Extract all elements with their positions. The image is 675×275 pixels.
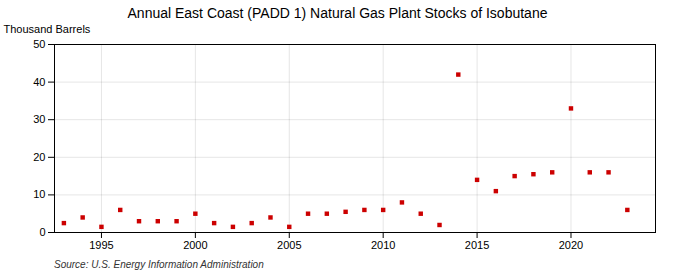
html-text:Annual East Coast (PADD 1) Nat: Annual East Coast (PADD 1) Natural Gas P… xyxy=(127,5,548,21)
svg-text:2010: 2010 xyxy=(371,239,395,251)
svg-text:50: 50 xyxy=(33,38,45,50)
svg-text:10: 10 xyxy=(33,188,45,200)
html-text:Source: U.S. Energy Informatio: Source: U.S. Energy Information Administ… xyxy=(54,259,264,270)
svg-text:0: 0 xyxy=(39,226,45,238)
svg-text:2015: 2015 xyxy=(465,239,489,251)
svg-text:20: 20 xyxy=(33,151,45,163)
svg-text:1995: 1995 xyxy=(89,239,113,251)
svg-text:30: 30 xyxy=(33,113,45,125)
svg-text:2005: 2005 xyxy=(277,239,301,251)
svg-text:2020: 2020 xyxy=(559,239,583,251)
svg-text:40: 40 xyxy=(33,76,45,88)
svg-text:2000: 2000 xyxy=(183,239,207,251)
svg-text:Thousand Barrels: Thousand Barrels xyxy=(4,23,91,35)
